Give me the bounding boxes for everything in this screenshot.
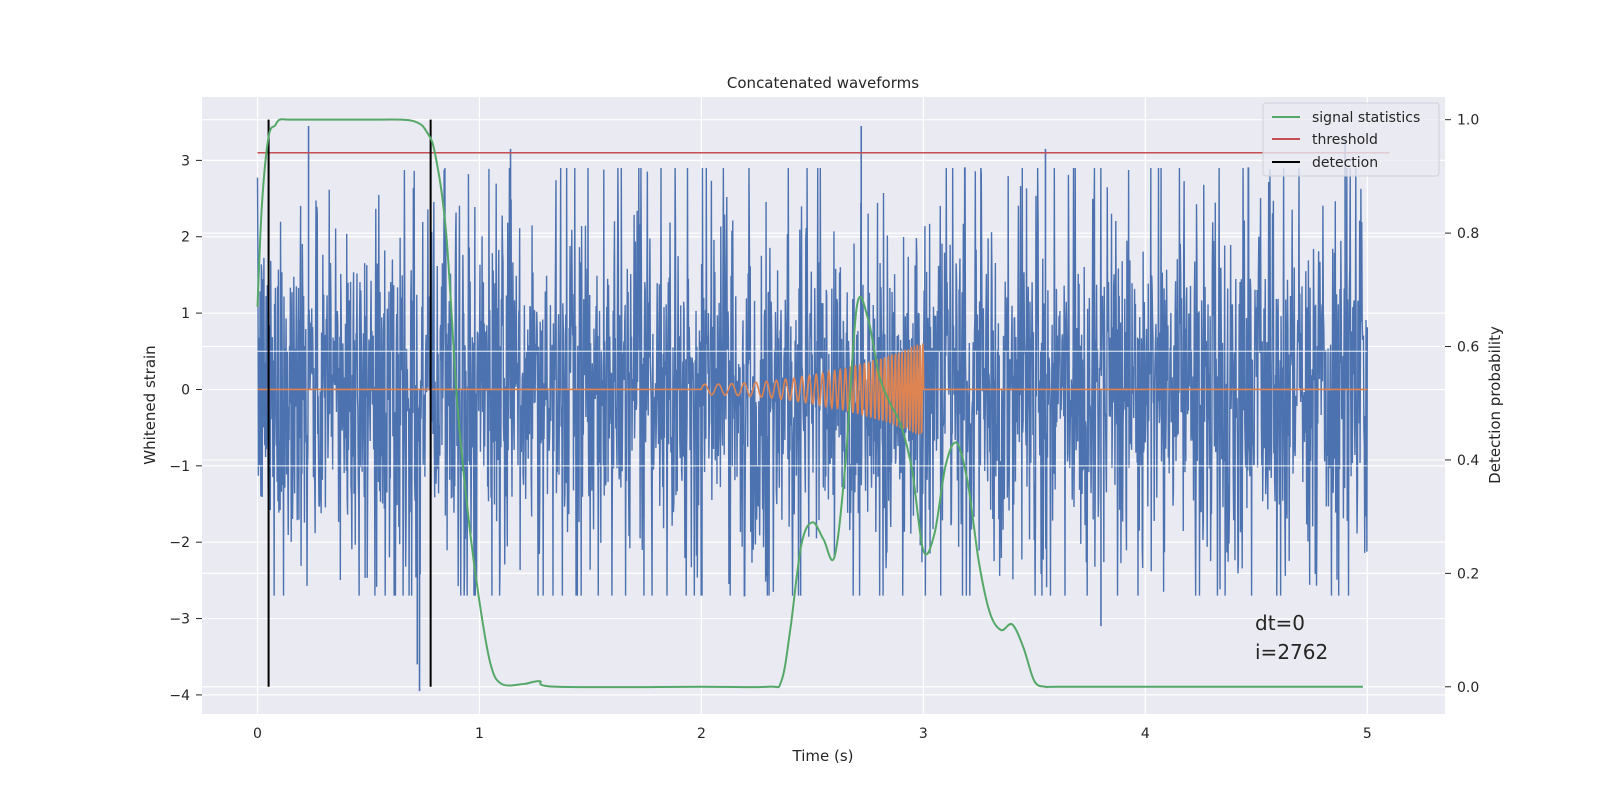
x-axis-ticks: 0 1 2 3 4 5 bbox=[253, 726, 1372, 742]
legend-label-threshold: threshold bbox=[1312, 132, 1378, 148]
y-tick-label: 3 bbox=[181, 153, 190, 169]
injection-line bbox=[257, 343, 1368, 435]
signal-statistics-series bbox=[256, 118, 1363, 689]
signal-statistics-line bbox=[256, 118, 1363, 689]
x-tick-label: 5 bbox=[1363, 726, 1372, 742]
chirp-series bbox=[257, 343, 1368, 435]
annotation-dt: dt=0 bbox=[1255, 611, 1305, 635]
y-axis-ticks: −4 −3 −2 −1 0 1 2 3 bbox=[169, 153, 202, 704]
y2-tick-label: 0.0 bbox=[1457, 680, 1479, 696]
y2-tick-label: 1.0 bbox=[1457, 113, 1479, 129]
noise-line bbox=[256, 167, 1369, 597]
legend-label-signal-statistics: signal statistics bbox=[1312, 110, 1420, 126]
y-tick-label: −4 bbox=[169, 688, 190, 704]
x-tick-label: 0 bbox=[253, 726, 262, 742]
y-tick-label: −3 bbox=[169, 612, 190, 628]
detection-series bbox=[267, 119, 432, 687]
legend: signal statistics threshold detection bbox=[1262, 102, 1440, 177]
y-tick-label: 2 bbox=[181, 230, 190, 246]
chart-title: Concatenated waveforms bbox=[727, 74, 919, 92]
y2-axis-label: Detection probability bbox=[1486, 326, 1504, 484]
annotations: dt=0 i=2762 bbox=[1255, 611, 1328, 664]
x-tick-label: 4 bbox=[1141, 726, 1150, 742]
x-tick-label: 1 bbox=[475, 726, 484, 742]
y2-tick-label: 0.4 bbox=[1457, 453, 1479, 469]
y2-tick-label: 0.2 bbox=[1457, 566, 1479, 582]
noise-series bbox=[256, 126, 1369, 692]
x-tick-label: 2 bbox=[697, 726, 706, 742]
legend-box bbox=[1262, 102, 1440, 177]
y2-tick-label: 0.8 bbox=[1457, 226, 1479, 242]
legend-label-detection: detection bbox=[1312, 155, 1378, 171]
y-tick-label: −1 bbox=[169, 459, 190, 475]
annotation-i: i=2762 bbox=[1255, 640, 1328, 664]
x-tick-label: 3 bbox=[919, 726, 928, 742]
x-axis-label: Time (s) bbox=[792, 747, 854, 765]
y2-axis-ticks: 0.0 0.2 0.4 0.6 0.8 1.0 bbox=[1445, 113, 1479, 696]
y-tick-label: −2 bbox=[169, 535, 190, 551]
y-tick-label: 0 bbox=[181, 382, 190, 398]
y-axis-label: Whitened strain bbox=[141, 345, 159, 464]
y-tick-label: 1 bbox=[181, 306, 190, 322]
y2-tick-label: 0.6 bbox=[1457, 340, 1479, 356]
plot-area bbox=[256, 118, 1390, 692]
